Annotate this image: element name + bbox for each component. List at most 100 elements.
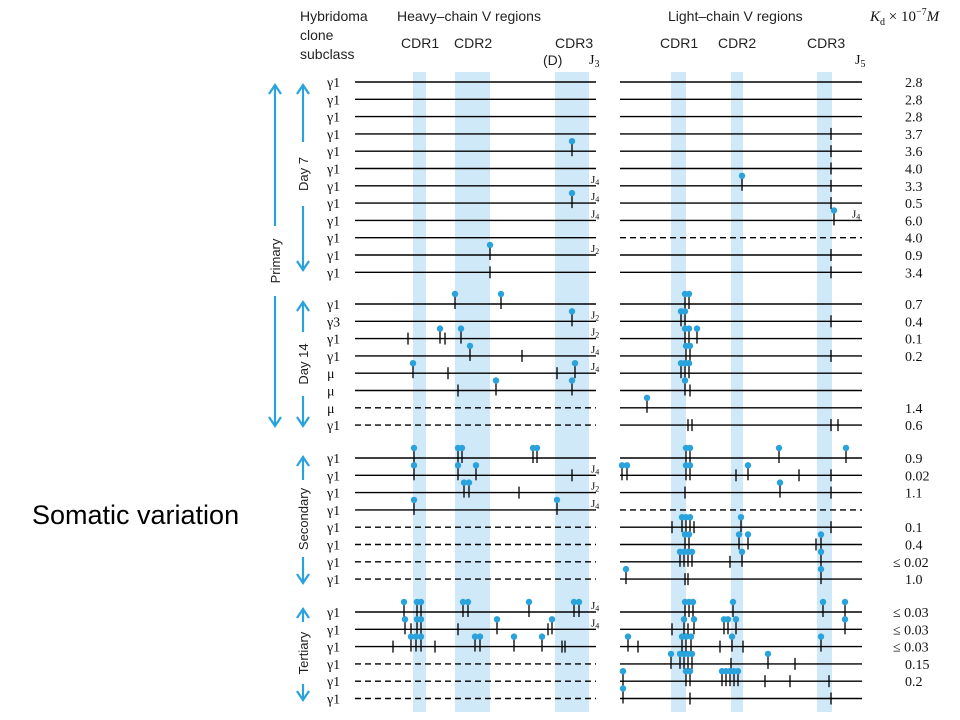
light-mutation-dot [744, 531, 752, 538]
heavy-mutation-dot [472, 462, 480, 469]
clone-row: γ1 J4 ≤ 0.03 [326, 616, 929, 638]
subclass-label: γ1 [326, 180, 340, 195]
heavy-mutation-dot [568, 308, 576, 315]
light-chain-heading: Light–chain V regions [668, 8, 803, 24]
heavy-mutation-dot [538, 633, 546, 640]
heavy-mutation-dot [493, 616, 501, 623]
heavy-mutation-dot [568, 189, 576, 197]
kd-value: ≤ 0.03 [893, 606, 929, 621]
light-mutation-dot [744, 462, 752, 469]
kd-value: 0.6 [905, 419, 923, 434]
heavy-mutation-dot [497, 290, 505, 298]
subclass-label: γ1 [326, 419, 340, 434]
slide-title: Somatic variation [32, 500, 240, 530]
heavy-j-label: J4 [591, 344, 599, 357]
kd-value: 0.9 [905, 452, 923, 467]
secondary-arrow-head-top [296, 455, 310, 467]
kd-value: 0.15 [905, 658, 930, 673]
light-mutation-dot [667, 650, 675, 658]
kd-value: ≤ 0.03 [893, 623, 929, 638]
light-mutation-dot [817, 633, 825, 640]
heavy-j-label: J2 [591, 243, 599, 256]
light-mutation-dot [688, 650, 696, 658]
light-mutation-dot [689, 598, 697, 606]
heavy-mutation-dot [451, 290, 459, 298]
tertiary-arrow-head-bottom [296, 690, 310, 702]
light-mutation-dot [623, 462, 631, 469]
clone-row: γ1 [326, 685, 862, 708]
kd-value: 0.1 [905, 521, 923, 536]
heavy-mutation-dot [575, 598, 583, 606]
kd-value: 4.0 [905, 163, 923, 178]
subclass-label: γ1 [326, 214, 340, 229]
kd-value: 0.4 [905, 315, 923, 330]
clone-row: γ1 0.9 [326, 444, 923, 467]
clone-row: γ3 J2 0.4 [326, 308, 923, 330]
kd-value: ≤ 0.03 [893, 641, 929, 656]
heavy-cdr1-band [413, 72, 426, 712]
heavy-mutation-dot [466, 342, 474, 350]
kd-value: 0.9 [905, 249, 923, 264]
clone-row: γ1 J2 0.9 [326, 241, 923, 264]
heavy-mutation-dot [510, 633, 518, 640]
clone-row: γ1 J2 1.1 [326, 479, 923, 502]
heavy-mutation-dot [568, 138, 576, 145]
header: Hybridoma clone subclass Heavy–chain V r… [300, 7, 941, 70]
light-mutation-dot [685, 325, 693, 332]
heavy-mutation-dot [486, 241, 494, 249]
light-mutation-dot [618, 462, 626, 469]
subclass-label: γ1 [326, 539, 340, 554]
heavy-cdr1-label: CDR1 [401, 35, 439, 51]
light-mutation-dot [841, 598, 849, 606]
clone-row: μ [327, 377, 862, 400]
heavy-mutation-dot [417, 616, 425, 623]
clone-row: γ1 J4 J4 6.0 [326, 207, 923, 229]
clone-row: γ1 4.0 [326, 232, 923, 247]
heavy-mutation-dot [464, 598, 472, 606]
clone-col-heading-3: subclass [300, 46, 354, 62]
heavy-mutation-dot [401, 616, 409, 623]
heavy-chain-heading: Heavy–chain V regions [397, 8, 541, 24]
light-mutation-dot [693, 325, 701, 332]
light-mutation-dot [686, 462, 694, 469]
clone-row: γ1 ≤ 0.02 [326, 548, 929, 571]
kd-value: 3.7 [905, 128, 923, 143]
heavy-mutation-dot [400, 598, 408, 606]
clone-rows: γ1 2.8 γ1 2.8 γ1 2.8 γ1 3.7 γ1 3.6 γ1 4.0 γ1 J4 3.3 γ1 J… [326, 76, 930, 708]
subclass-label: γ1 [326, 266, 340, 281]
clone-row: γ1 2.8 [326, 76, 923, 91]
subclass-label: γ1 [326, 641, 340, 656]
secondary-label: Secondary [296, 487, 311, 550]
clone-row: γ1 4.0 [326, 162, 923, 178]
light-mutation-dot [738, 548, 746, 555]
light-mutation-dot [619, 685, 627, 692]
light-mutation-dot [732, 616, 740, 623]
light-mutation-dot [830, 207, 838, 214]
clone-row: γ1 0.2 [326, 668, 923, 690]
light-cdr2-label: CDR2 [718, 35, 756, 51]
kd-value: 1.0 [905, 573, 923, 588]
clone-row: γ1 0.6 [326, 419, 923, 434]
subclass-label: γ1 [326, 333, 340, 348]
light-mutation-dot [686, 668, 694, 675]
heavy-mutation-dot [548, 616, 556, 623]
tertiary-label: Tertiary [296, 631, 311, 674]
clone-row: γ1 J4 [326, 496, 862, 519]
heavy-mutation-dot [409, 360, 417, 367]
light-mutation-dot [817, 548, 825, 555]
heavy-j-label: J4 [591, 498, 599, 511]
light-cdr3-label: CDR3 [807, 35, 845, 51]
clone-row: μ J4 [327, 360, 862, 382]
clone-col-heading-2: clone [300, 27, 334, 43]
group-indicators [268, 83, 310, 702]
kd-value: 2.8 [905, 111, 923, 126]
kd-value: 4.0 [905, 232, 923, 247]
light-mutation-dot [624, 633, 632, 640]
clone-row: γ1 J4 0.2 [326, 342, 923, 365]
clone-row: γ1 1.0 [326, 565, 923, 588]
heavy-mutation-dot [417, 598, 425, 606]
heavy-j-label: J4 [591, 361, 599, 374]
light-mutation-dot [738, 172, 746, 179]
heavy-mutation-dot [459, 598, 467, 606]
